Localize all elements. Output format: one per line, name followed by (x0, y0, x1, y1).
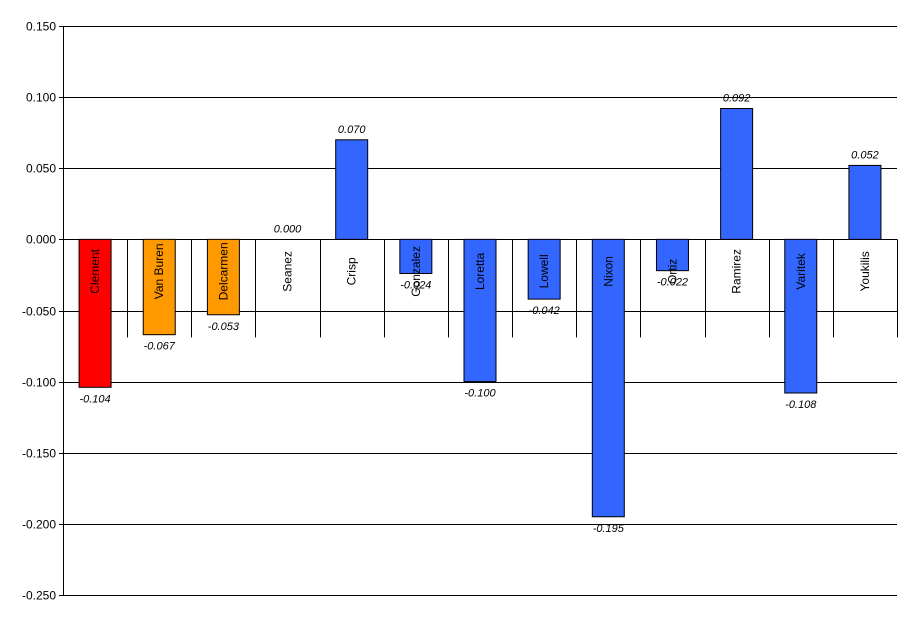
y-tick-label: -0.250 (22, 589, 56, 603)
data-label: -0.053 (208, 321, 240, 333)
bar (655, 238, 689, 272)
y-tick-label: -0.050 (22, 305, 56, 319)
category-label: Van Buren (152, 243, 166, 299)
y-axis: 0.150 0.100 0.050 0.000 -0.050 -0.100 -0.150 -0… (22, 20, 64, 603)
bar (591, 238, 625, 518)
category-label: Clement (88, 248, 102, 293)
category-label: Youkilis (858, 251, 872, 291)
y-tick-label: -0.100 (22, 376, 56, 390)
bar (463, 238, 497, 383)
data-labels: -0.104 -0.067 -0.053 0.000 0.070 -0.024 -0.100… (79, 93, 878, 535)
data-label: 0.092 (723, 93, 751, 105)
category-label: Gonzalez (409, 246, 423, 297)
data-label: 0.052 (851, 149, 879, 161)
data-label: -0.067 (144, 341, 176, 353)
bar (399, 238, 433, 275)
category-label: Crisp (345, 257, 359, 285)
data-label: -0.108 (785, 399, 817, 411)
y-tick-label: -0.200 (22, 518, 56, 532)
y-tick-label: 0.150 (26, 20, 56, 34)
bar (720, 108, 754, 240)
category-label: Nixon (601, 256, 615, 287)
y-tick-label: 0.000 (26, 233, 56, 247)
y-tick-label: 0.050 (26, 162, 56, 176)
data-label: -0.104 (79, 393, 110, 405)
data-label: -0.042 (529, 305, 560, 317)
data-label: -0.195 (593, 523, 625, 535)
bars (78, 108, 882, 518)
bar (527, 238, 561, 300)
bar (78, 238, 112, 388)
y-tick-label: -0.150 (22, 447, 56, 461)
bar (784, 238, 818, 394)
data-label: -0.024 (400, 280, 431, 292)
y-tick-label: 0.100 (26, 91, 56, 105)
category-label: Ramirez (730, 249, 744, 294)
data-label: 0.000 (274, 223, 302, 235)
bar (335, 139, 369, 240)
bar (206, 238, 240, 316)
data-label: 0.070 (338, 124, 366, 136)
category-label: Ortiz (665, 259, 679, 284)
category-label: Seanez (281, 251, 295, 292)
x-axis: Clement Van Buren Delcarmen Seanez Crisp Gonz… (88, 239, 898, 338)
bar (848, 164, 882, 240)
category-label: Delcarmen (216, 242, 230, 300)
category-label: Loretta (473, 252, 487, 290)
category-label: Varitek (794, 252, 808, 289)
bar (142, 238, 176, 336)
data-label: -0.022 (657, 277, 688, 289)
category-label: Lowell (537, 254, 551, 288)
data-label: -0.100 (464, 388, 496, 400)
